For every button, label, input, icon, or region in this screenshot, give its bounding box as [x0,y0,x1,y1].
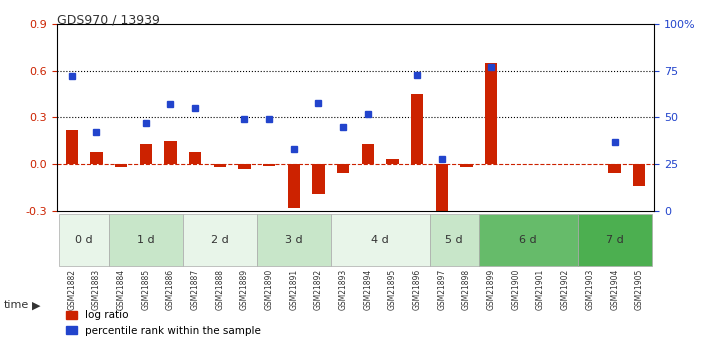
Text: GSM21895: GSM21895 [388,269,397,310]
Text: 4 d: 4 d [371,235,389,245]
Legend: log ratio, percentile rank within the sample: log ratio, percentile rank within the sa… [62,306,265,340]
Bar [90,152,102,164]
Text: GSM21896: GSM21896 [412,269,422,310]
Text: GSM21892: GSM21892 [314,269,323,310]
Bar [436,164,448,214]
Text: GSM21900: GSM21900 [511,269,520,310]
Bar [288,164,300,208]
Text: GSM21886: GSM21886 [166,269,175,310]
Bar [263,164,275,166]
Text: GSM21894: GSM21894 [363,269,373,310]
Text: GSM21905: GSM21905 [635,269,644,310]
Text: 5 d: 5 d [445,235,463,245]
Text: GSM21882: GSM21882 [67,269,76,309]
FancyBboxPatch shape [183,214,257,266]
Bar [411,94,423,164]
Bar [362,144,374,164]
Text: GSM21893: GSM21893 [338,269,348,310]
Text: GSM21902: GSM21902 [561,269,570,310]
Bar [213,164,226,167]
Text: time: time [4,300,29,310]
FancyBboxPatch shape [429,214,479,266]
Text: GSM21887: GSM21887 [191,269,200,310]
FancyBboxPatch shape [331,214,429,266]
Text: 1 d: 1 d [137,235,154,245]
Bar [189,152,201,164]
Bar [312,164,325,194]
Text: GSM21888: GSM21888 [215,269,224,309]
Bar [386,159,399,164]
Bar [485,63,498,164]
Text: GSM21898: GSM21898 [462,269,471,310]
Text: 2 d: 2 d [211,235,229,245]
Bar [65,130,78,164]
Text: GDS970 / 13939: GDS970 / 13939 [57,14,160,27]
FancyBboxPatch shape [257,214,331,266]
FancyBboxPatch shape [577,214,652,266]
Bar [139,144,152,164]
Text: GSM21897: GSM21897 [437,269,447,310]
Bar [115,164,127,167]
Bar [238,164,250,169]
FancyBboxPatch shape [109,214,183,266]
Text: GSM21885: GSM21885 [141,269,150,310]
Text: ▶: ▶ [32,300,41,310]
Bar [633,164,646,186]
Text: GSM21899: GSM21899 [487,269,496,310]
Text: 3 d: 3 d [285,235,303,245]
Text: 7 d: 7 d [606,235,624,245]
Text: GSM21904: GSM21904 [610,269,619,310]
Text: GSM21903: GSM21903 [585,269,594,310]
Text: GSM21889: GSM21889 [240,269,249,310]
Text: 0 d: 0 d [75,235,93,245]
Bar [461,164,473,167]
Text: GSM21884: GSM21884 [117,269,126,310]
Text: GSM21901: GSM21901 [536,269,545,310]
Text: 6 d: 6 d [520,235,537,245]
FancyBboxPatch shape [479,214,577,266]
Bar [164,141,176,164]
Text: GSM21883: GSM21883 [92,269,101,310]
Bar [609,164,621,174]
Text: GSM21891: GSM21891 [289,269,299,310]
FancyBboxPatch shape [59,214,109,266]
Bar [337,164,349,174]
Text: GSM21890: GSM21890 [264,269,274,310]
